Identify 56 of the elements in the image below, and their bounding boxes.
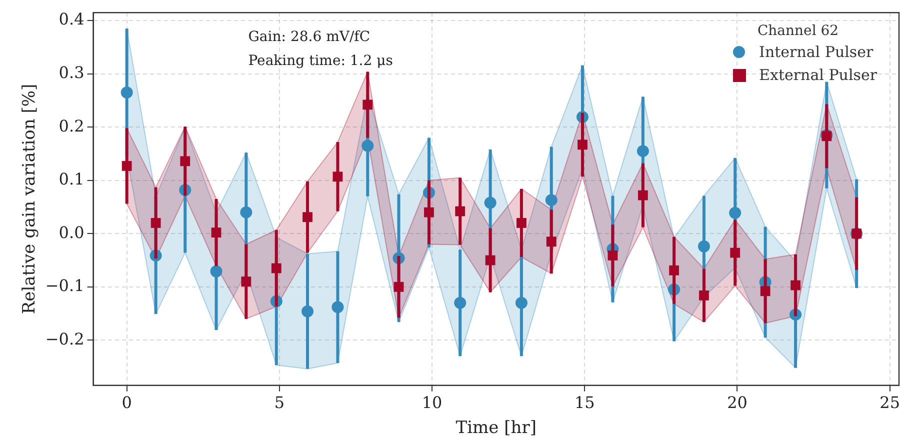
point — [485, 255, 496, 266]
point — [241, 276, 252, 286]
point — [730, 248, 740, 258]
point — [698, 240, 710, 252]
point — [271, 263, 282, 274]
annotation: Gain: 28.6 mV/fC — [248, 28, 372, 47]
point — [790, 280, 800, 290]
point — [516, 218, 526, 228]
y-axis-title: Relative gain variation [%] — [20, 84, 40, 314]
legend-label: Internal Pulser — [759, 43, 874, 62]
legend-title: Channel 62 — [756, 22, 840, 39]
point — [729, 206, 742, 219]
point — [608, 250, 618, 260]
point — [332, 172, 343, 182]
point — [638, 190, 648, 200]
point — [302, 305, 314, 318]
point — [120, 86, 133, 98]
point — [546, 236, 556, 247]
y-tick-label: 0.2 — [58, 116, 84, 136]
point — [211, 228, 222, 238]
point — [578, 140, 588, 150]
point — [545, 194, 558, 206]
point — [122, 161, 132, 171]
y-tick-label: 0.3 — [58, 63, 84, 82]
point — [454, 296, 466, 309]
point — [515, 296, 528, 309]
y-tick-label: 0.1 — [58, 170, 84, 189]
y-tick-label: 0.4 — [58, 10, 84, 29]
point — [210, 265, 222, 278]
point — [636, 145, 649, 158]
y-tick-label: −0.2 — [45, 329, 84, 348]
point — [669, 265, 680, 276]
point — [362, 140, 374, 152]
point — [699, 290, 709, 300]
x-tick-label: 20 — [727, 393, 748, 412]
point — [424, 207, 434, 218]
point — [455, 206, 466, 216]
legend-label: External Pulser — [759, 66, 877, 84]
y-tick-label: −0.1 — [45, 276, 84, 296]
point — [484, 196, 496, 209]
point — [394, 282, 404, 292]
y-tick-label: 0.0 — [58, 222, 84, 242]
point — [332, 301, 344, 314]
point — [362, 100, 373, 110]
x-tick-label: 15 — [574, 393, 595, 412]
point — [240, 206, 252, 218]
point — [302, 212, 312, 222]
point — [150, 218, 161, 228]
point — [760, 286, 770, 296]
x-axis-title: Time [hr] — [456, 418, 536, 438]
x-tick-label: 0 — [122, 393, 132, 412]
point — [180, 156, 190, 166]
x-tick-label: 10 — [422, 393, 442, 412]
x-tick-label: 25 — [880, 393, 900, 412]
annotation: Peaking time: 1.2 μs — [248, 52, 393, 71]
x-tick-label: 5 — [274, 393, 285, 412]
